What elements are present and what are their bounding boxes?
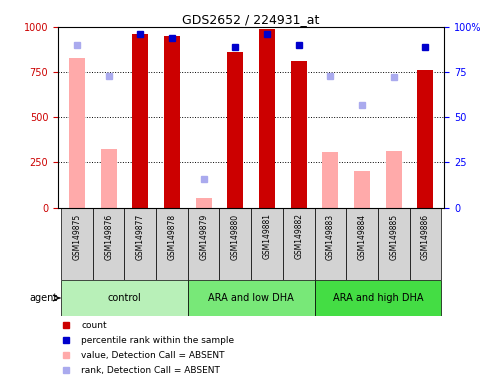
Text: GSM149880: GSM149880 (231, 214, 240, 260)
Text: GSM149879: GSM149879 (199, 214, 208, 260)
Bar (164, 36, 180, 208)
FancyBboxPatch shape (314, 280, 441, 316)
Bar (291, 61, 307, 208)
Text: GSM149878: GSM149878 (168, 214, 176, 260)
FancyBboxPatch shape (219, 208, 251, 280)
FancyBboxPatch shape (156, 208, 188, 280)
Bar (323, 152, 338, 208)
FancyBboxPatch shape (188, 280, 314, 316)
Text: GSM149886: GSM149886 (421, 214, 430, 260)
Bar (227, 52, 243, 208)
Text: ARA and low DHA: ARA and low DHA (208, 293, 294, 303)
Bar (196, 198, 212, 208)
FancyBboxPatch shape (61, 208, 93, 280)
Text: rank, Detection Call = ABSENT: rank, Detection Call = ABSENT (81, 366, 220, 375)
Text: GSM149876: GSM149876 (104, 214, 113, 260)
FancyBboxPatch shape (93, 208, 125, 280)
Bar (69, 58, 85, 208)
Title: GDS2652 / 224931_at: GDS2652 / 224931_at (183, 13, 320, 26)
Bar (417, 70, 433, 208)
FancyBboxPatch shape (251, 208, 283, 280)
Text: GSM149884: GSM149884 (357, 214, 367, 260)
Text: GSM149877: GSM149877 (136, 214, 145, 260)
Text: GSM149881: GSM149881 (262, 214, 271, 260)
Text: percentile rank within the sample: percentile rank within the sample (81, 336, 234, 345)
FancyBboxPatch shape (283, 208, 314, 280)
Bar (386, 151, 401, 208)
Bar (259, 29, 275, 208)
FancyBboxPatch shape (346, 208, 378, 280)
Text: ARA and high DHA: ARA and high DHA (333, 293, 423, 303)
Text: value, Detection Call = ABSENT: value, Detection Call = ABSENT (81, 351, 225, 360)
Text: GSM149882: GSM149882 (294, 214, 303, 260)
Text: GSM149883: GSM149883 (326, 214, 335, 260)
Bar (101, 149, 116, 208)
Text: GSM149885: GSM149885 (389, 214, 398, 260)
Text: GSM149875: GSM149875 (72, 214, 82, 260)
Bar (132, 34, 148, 208)
FancyBboxPatch shape (314, 208, 346, 280)
FancyBboxPatch shape (410, 208, 441, 280)
FancyBboxPatch shape (61, 280, 188, 316)
Text: agent: agent (29, 293, 57, 303)
Text: control: control (108, 293, 142, 303)
FancyBboxPatch shape (378, 208, 410, 280)
FancyBboxPatch shape (188, 208, 219, 280)
Text: count: count (81, 321, 107, 329)
Bar (354, 170, 370, 208)
FancyBboxPatch shape (125, 208, 156, 280)
